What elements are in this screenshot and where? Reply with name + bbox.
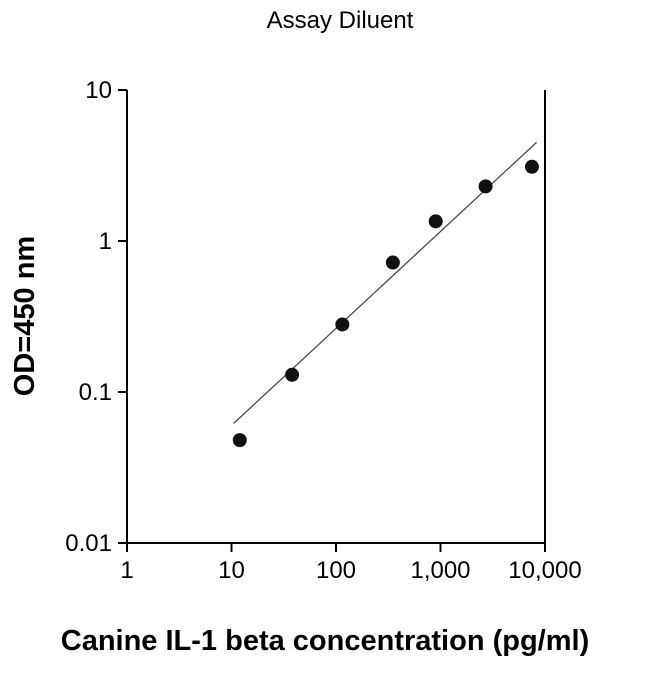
data-point [524,159,539,174]
y-tick-label: 0.1 [79,379,112,406]
data-point [232,433,247,448]
x-tick-label: 10 [218,557,245,584]
data-point [428,214,443,229]
x-tick-label: 1,000 [410,557,470,584]
y-tick-label: 1 [99,228,112,255]
y-tick-label: 10 [85,77,112,104]
data-point [385,255,400,270]
x-axis-label: Canine IL-1 beta concentration (pg/ml) [61,625,590,657]
y-axis-label: OD=450 nm [9,236,41,396]
chart-title: Assay Diluent [267,7,414,34]
data-point [335,317,350,332]
x-tick-label: 1 [120,557,133,584]
data-point [478,179,493,194]
x-tick-label: 100 [316,557,356,584]
y-tick-label: 0.01 [65,530,112,557]
plot-layer: 0.01 0.1 1 10 1 10 100 1,000 10,000 [65,77,581,584]
x-tick-label: 10,000 [508,557,581,584]
data-point [285,367,300,382]
